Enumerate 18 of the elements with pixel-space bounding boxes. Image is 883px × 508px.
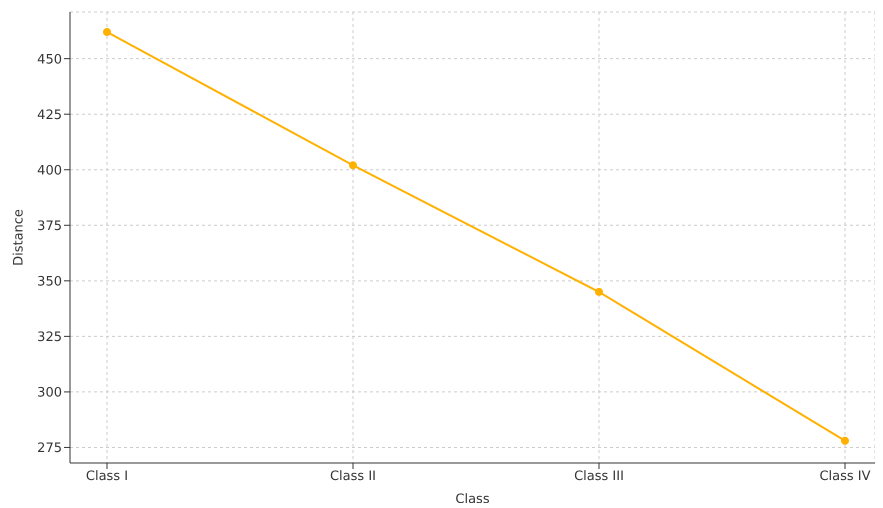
y-tick-label: 350 — [37, 274, 62, 290]
y-tick-label: 300 — [37, 386, 62, 401]
x-axis-title: Class — [455, 492, 490, 507]
point — [349, 161, 357, 170]
y-tick-label: 425 — [37, 108, 62, 123]
point — [595, 288, 603, 296]
y-tick-label: 325 — [37, 330, 62, 345]
y-tick-label: 375 — [37, 218, 62, 234]
x-tick-label: Class III — [574, 469, 624, 484]
y-tick-label: 450 — [37, 52, 62, 68]
x-tick-label: Class II — [330, 469, 376, 484]
point — [841, 436, 849, 445]
y-axis-title: Distance — [12, 209, 27, 266]
x-tick-label: Class I — [86, 469, 128, 484]
y-tick-label: 400 — [37, 163, 62, 178]
point — [103, 28, 111, 36]
x-tick-label: Class IV — [819, 469, 871, 484]
y-tick-label: 275 — [37, 441, 62, 456]
